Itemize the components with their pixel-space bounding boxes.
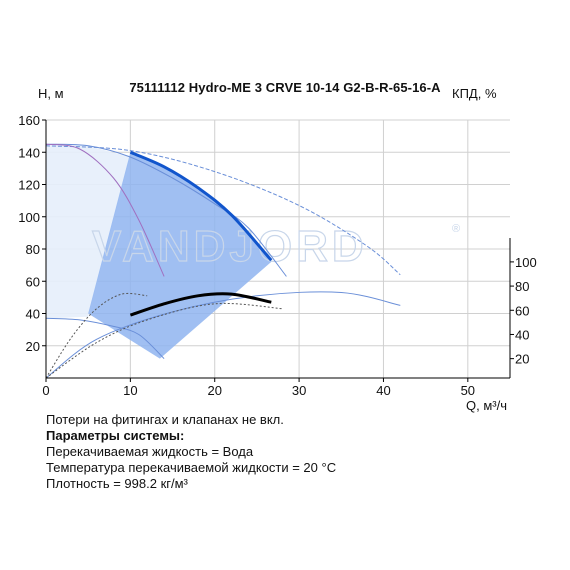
y2-tick-label: 40	[515, 327, 529, 342]
efficiency-curve	[129, 292, 272, 317]
note-system-params-heading: Параметры системы:	[46, 428, 185, 443]
y-tick-label: 160	[18, 113, 40, 128]
y-tick-label: 140	[18, 145, 40, 160]
curve-head-max-thin	[45, 143, 287, 277]
note-liquid: Перекачиваемая жидкость = Вода	[46, 444, 254, 459]
operating-areas	[46, 144, 272, 359]
y-tick-label: 80	[26, 242, 40, 257]
y-axis-label-right: КПД, %	[452, 86, 497, 101]
y-tick-label: 40	[26, 307, 40, 322]
head-curve	[129, 150, 273, 262]
curves	[45, 143, 401, 379]
curve-efficiency-max	[45, 291, 401, 379]
note-fittings: Потери на фитингах и клапанах не вкл.	[46, 412, 284, 427]
watermark-mark: ®	[452, 223, 460, 235]
x-tick-label: 50	[461, 383, 475, 398]
tick-labels: 20 40 60 80 100 120 140 160 0 10 20 30 40 50 20 40 60 80 1…	[18, 113, 536, 398]
x-tick-label: 0	[42, 383, 49, 398]
curve-efficiency-min	[45, 292, 148, 379]
y-tick-label: 60	[26, 274, 40, 289]
y2-tick-label: 80	[515, 279, 529, 294]
operating-region	[88, 152, 272, 359]
curve-low-limit	[45, 302, 283, 379]
y-tick-label: 20	[26, 339, 40, 354]
x-tick-label: 10	[123, 383, 137, 398]
note-density: Плотность = 998.2 кг/м³	[46, 476, 188, 491]
watermark: VANDJORD	[92, 222, 368, 271]
x-tick-label: 40	[376, 383, 390, 398]
curve-power-curve	[45, 143, 165, 277]
y-tick-label: 100	[18, 210, 40, 225]
x-tick-label: 20	[207, 383, 221, 398]
y2-tick-label: 20	[515, 352, 529, 367]
light-region	[46, 144, 131, 319]
axes	[42, 119, 514, 382]
note-temperature: Температура перекачиваемой жидкости = 20…	[46, 460, 337, 475]
chart-title: 75111112 Hydro-ME 3 CRVE 10-14 G2-B-R-65…	[129, 80, 441, 95]
notes: Потери на фитингах и клапанах не вкл. Па…	[46, 412, 336, 492]
x-tick-label: 30	[292, 383, 306, 398]
x-axis-label: Q, м³/ч	[466, 398, 507, 413]
curve-head-min	[45, 317, 165, 359]
y2-tick-label: 60	[515, 303, 529, 318]
y-axis-label-left: H, м	[38, 86, 64, 101]
y2-tick-label: 100	[515, 255, 537, 270]
y-tick-label: 120	[18, 178, 40, 193]
